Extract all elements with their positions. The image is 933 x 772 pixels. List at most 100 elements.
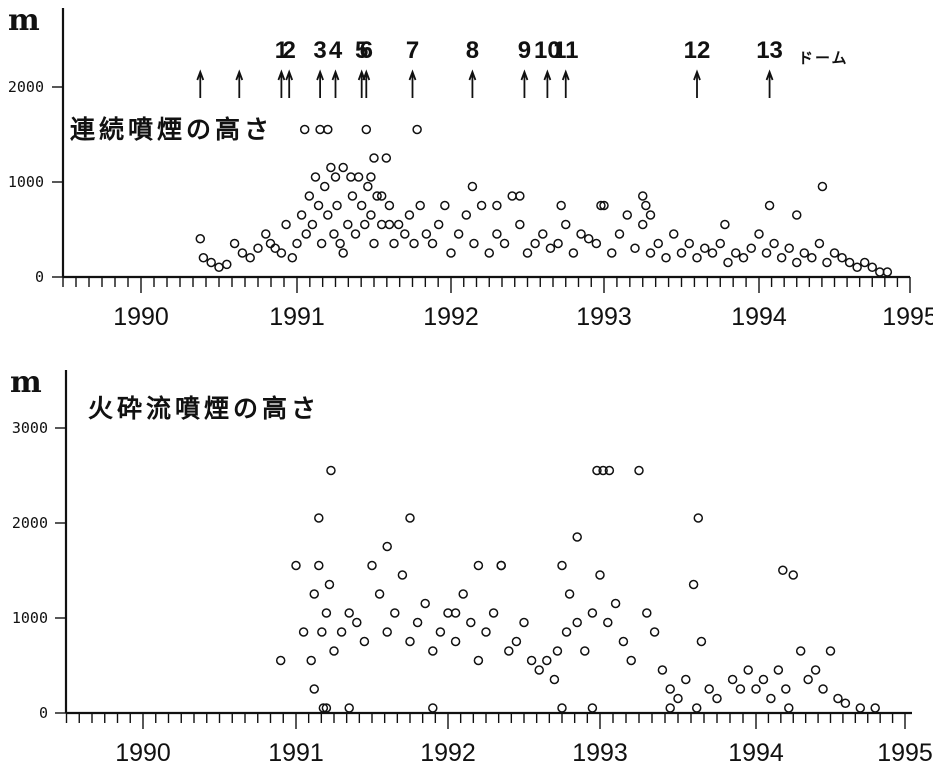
data-point bbox=[306, 655, 316, 666]
data-point bbox=[409, 238, 419, 249]
data-point bbox=[275, 655, 286, 666]
top-minor-ticks bbox=[62, 277, 911, 293]
bottom-chart-title: 火砕流噴煙の高さ bbox=[88, 394, 320, 423]
data-point bbox=[329, 646, 339, 656]
data-point bbox=[781, 684, 791, 694]
data-point bbox=[792, 210, 802, 220]
data-point bbox=[265, 238, 276, 249]
data-point bbox=[291, 560, 301, 571]
data-point bbox=[195, 234, 206, 244]
data-point bbox=[817, 181, 828, 192]
data-point bbox=[692, 253, 702, 263]
data-point bbox=[307, 219, 318, 230]
data-point bbox=[245, 253, 255, 263]
data-point bbox=[673, 693, 683, 704]
top-y-unit: m bbox=[8, 3, 40, 38]
data-point bbox=[723, 257, 733, 268]
data-point bbox=[292, 238, 302, 249]
data-point bbox=[855, 703, 866, 713]
data-point bbox=[515, 191, 525, 201]
data-point bbox=[803, 674, 813, 685]
top-chart-title: 連続噴煙の高さ bbox=[70, 115, 273, 144]
data-point bbox=[630, 243, 640, 253]
data-point bbox=[700, 243, 710, 253]
data-point bbox=[595, 570, 605, 580]
data-point bbox=[552, 646, 563, 656]
data-point bbox=[261, 229, 271, 239]
data-point bbox=[367, 560, 377, 571]
data-point bbox=[412, 124, 422, 135]
data-point bbox=[676, 248, 687, 258]
x-tick-label: 1990 bbox=[115, 739, 171, 767]
data-point bbox=[397, 570, 408, 580]
data-point bbox=[309, 589, 319, 599]
x-tick-label: 1991 bbox=[268, 739, 324, 767]
data-point bbox=[488, 608, 499, 618]
data-point bbox=[515, 219, 525, 230]
data-point bbox=[634, 465, 644, 476]
data-point bbox=[557, 560, 567, 571]
data-point bbox=[561, 627, 572, 637]
data-point bbox=[696, 636, 707, 647]
data-point bbox=[603, 617, 613, 628]
event-arrow-head bbox=[468, 69, 477, 81]
data-point bbox=[530, 238, 540, 249]
data-point bbox=[837, 253, 847, 263]
data-point bbox=[576, 229, 586, 239]
event-arrow-head bbox=[693, 69, 701, 81]
data-point bbox=[310, 172, 321, 182]
data-point bbox=[769, 238, 779, 249]
y-tick-label: 0 bbox=[39, 704, 48, 722]
event-arrow-head bbox=[196, 69, 205, 81]
data-point bbox=[622, 210, 632, 220]
data-point bbox=[564, 589, 575, 599]
data-point bbox=[649, 627, 660, 637]
data-point bbox=[604, 465, 615, 476]
data-point bbox=[450, 608, 461, 618]
event-arrow-head bbox=[543, 69, 552, 81]
data-point bbox=[330, 172, 341, 182]
data-point bbox=[583, 234, 594, 244]
x-tick-label: 1994 bbox=[728, 739, 784, 767]
data-point bbox=[561, 219, 571, 230]
data-point bbox=[661, 253, 671, 263]
data-point bbox=[534, 665, 544, 675]
data-point bbox=[443, 608, 453, 618]
data-point bbox=[499, 238, 510, 249]
event-arrow-head bbox=[362, 69, 371, 81]
data-point bbox=[587, 608, 598, 618]
data-point bbox=[476, 200, 487, 211]
data-point bbox=[458, 589, 468, 599]
y-tick-label: 2000 bbox=[12, 514, 48, 532]
x-tick-label: 1993 bbox=[576, 303, 632, 331]
data-point bbox=[281, 219, 291, 230]
data-point bbox=[727, 674, 738, 685]
bottom-y-ticks: 0 1000 2000 3000 bbox=[12, 419, 66, 722]
data-point bbox=[657, 665, 668, 675]
dome-label: ドーム bbox=[798, 49, 849, 67]
data-point bbox=[852, 262, 862, 272]
data-point bbox=[688, 579, 699, 590]
data-point bbox=[469, 238, 479, 249]
data-point bbox=[309, 684, 319, 694]
data-point bbox=[453, 229, 464, 239]
data-point bbox=[390, 608, 400, 618]
data-point bbox=[450, 636, 461, 647]
data-point bbox=[526, 655, 537, 666]
data-point bbox=[761, 248, 772, 258]
data-point bbox=[382, 541, 392, 552]
data-point bbox=[591, 238, 602, 249]
top-y-ticks: 0 1000 2000 bbox=[8, 78, 63, 286]
data-point bbox=[867, 262, 877, 272]
data-point bbox=[352, 617, 362, 628]
data-point bbox=[840, 698, 851, 708]
data-point bbox=[433, 219, 444, 230]
data-point bbox=[610, 598, 621, 609]
data-point bbox=[870, 703, 880, 713]
data-point bbox=[304, 191, 315, 201]
top-x-ticks: 1990 1991 1992 1993 1994 1995 bbox=[113, 303, 933, 331]
event-label: 2 bbox=[283, 37, 296, 64]
data-point bbox=[301, 229, 311, 239]
data-point bbox=[363, 181, 373, 192]
